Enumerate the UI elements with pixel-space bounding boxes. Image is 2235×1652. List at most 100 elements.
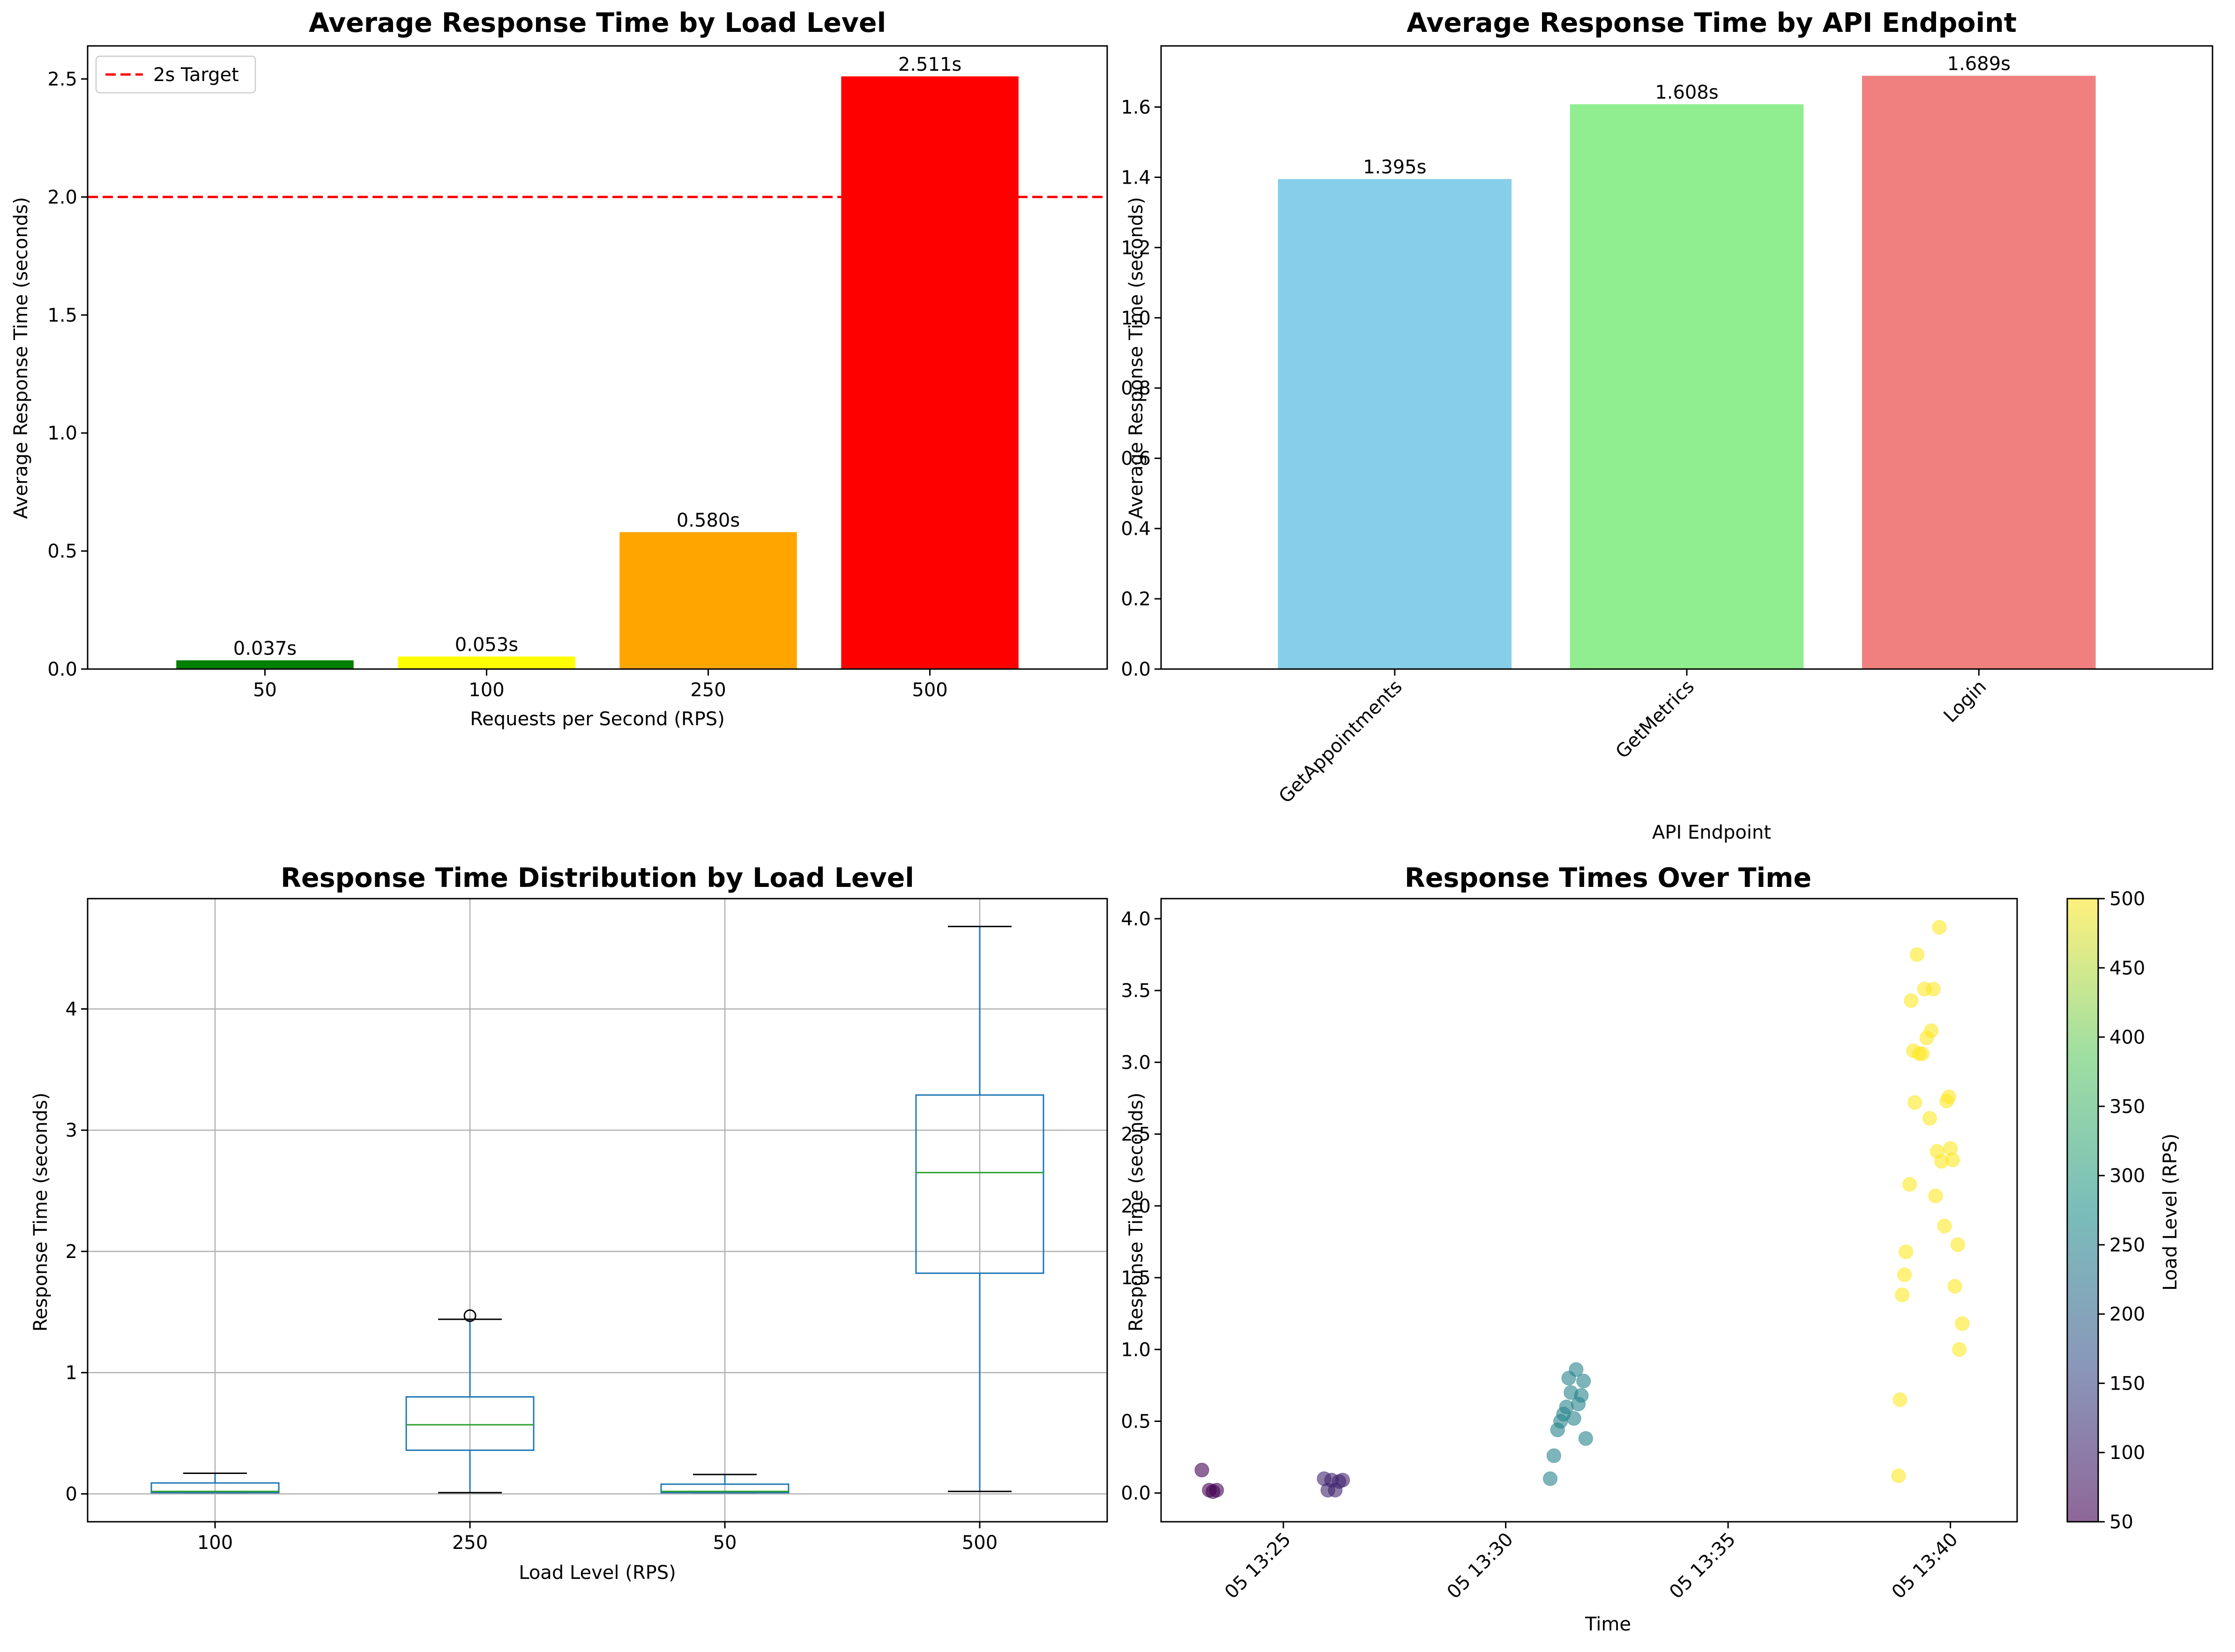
chart2-ytick-label: 0.8 xyxy=(1121,378,1151,399)
colorbar-tick-label: 400 xyxy=(2109,1027,2145,1049)
scatter-point xyxy=(1892,1392,1907,1407)
chart3-ytick-label: 4 xyxy=(66,998,77,1020)
chart3-xtick-label: 50 xyxy=(713,1532,737,1554)
bar-value-label: 1.395s xyxy=(1363,156,1426,178)
chart4-xlabel: Time xyxy=(1585,1614,1631,1635)
chart3-xtick-label: 500 xyxy=(962,1532,998,1554)
colorbar-tick-label: 150 xyxy=(2109,1373,2145,1394)
chart4-ytick-label: 1.5 xyxy=(1121,1267,1151,1289)
chart2-ytick-label: 1.0 xyxy=(1121,307,1151,329)
bar-Login xyxy=(1862,75,2096,669)
chart4-ytick-label: 1.0 xyxy=(1121,1339,1151,1361)
chart3-xtick-label: 250 xyxy=(452,1532,488,1554)
colorbar-tick-label: 300 xyxy=(2109,1165,2145,1187)
chart2-ytick-label: 0.6 xyxy=(1121,448,1151,469)
scatter-point xyxy=(1569,1362,1584,1377)
colorbar-tick-label: 350 xyxy=(2109,1096,2145,1117)
chart4-ytick-label: 0.5 xyxy=(1121,1411,1151,1432)
chart1-ytick-label: 1.0 xyxy=(47,423,77,444)
chart4-ytick-label: 2.5 xyxy=(1121,1124,1151,1146)
bar-value-label: 1.689s xyxy=(1947,53,2011,75)
bar-GetAppointments xyxy=(1278,179,1512,669)
box-50 xyxy=(660,1483,790,1494)
scatter-point xyxy=(1950,1237,1965,1252)
colorbar-tick-label: 50 xyxy=(2109,1511,2133,1533)
chart1-xtick-label: 500 xyxy=(912,679,947,701)
chart1-ytick-label: 0.5 xyxy=(47,541,77,562)
colorbar-tick-label: 100 xyxy=(2109,1442,2145,1464)
box-500 xyxy=(915,1094,1044,1274)
bar-GetMetrics xyxy=(1570,104,1804,669)
scatter-point xyxy=(1955,1316,1970,1331)
chart-endpoint-bars: Average Response Time by API Endpoint AP… xyxy=(1121,7,2213,843)
chart4-ytick-label: 2.0 xyxy=(1121,1196,1151,1217)
chart3-ytick-label: 2 xyxy=(66,1241,77,1263)
chart1-ytick-label: 0.0 xyxy=(47,659,77,680)
chart1-xtick-label: 250 xyxy=(690,679,726,701)
chart3-xlabel: Load Level (RPS) xyxy=(519,1562,676,1584)
chart4-plot-frame xyxy=(1160,898,2018,1523)
bar-value-label: 0.580s xyxy=(677,510,740,531)
chart1-xtick-label: 100 xyxy=(469,679,504,701)
chart4-ytick-label: 3.0 xyxy=(1121,1052,1151,1073)
chart2-ytick-label: 0.4 xyxy=(1121,518,1151,540)
colorbar-tick-label: 250 xyxy=(2109,1235,2145,1256)
scatter-point xyxy=(1904,993,1919,1008)
chart2-ytick-label: 0.2 xyxy=(1121,588,1151,610)
chart1-ytick-label: 2.5 xyxy=(47,69,77,90)
scatter-point xyxy=(1947,1279,1962,1294)
chart1-plot-frame xyxy=(87,45,1108,670)
scatter-point xyxy=(1937,1219,1952,1234)
scatter-point xyxy=(1574,1388,1589,1403)
bar-100 xyxy=(398,656,575,669)
scatter-point xyxy=(1895,1287,1910,1302)
colorbar-tick-label: 500 xyxy=(2109,888,2145,910)
chart1-ylabel: Average Response Time (seconds) xyxy=(10,197,32,519)
scatter-point xyxy=(1924,1023,1939,1038)
colorbar-frame xyxy=(2066,898,2099,1523)
chart3-ytick-label: 3 xyxy=(66,1120,77,1141)
scatter-point xyxy=(1209,1483,1224,1498)
scatter-point xyxy=(1899,1244,1914,1259)
scatter-point xyxy=(1922,1111,1937,1126)
scatter-point xyxy=(1945,1153,1960,1168)
scatter-point xyxy=(1907,1095,1922,1110)
colorbar xyxy=(2067,899,2098,1522)
chart4-ytick-label: 3.5 xyxy=(1121,980,1151,1002)
scatter-point xyxy=(1952,1342,1967,1357)
chart2-ytick-label: 1.4 xyxy=(1121,167,1151,188)
bar-value-label: 1.608s xyxy=(1655,82,1718,103)
scatter-point xyxy=(1566,1411,1581,1426)
box-250 xyxy=(405,1396,535,1451)
chart3-xtick-label: 100 xyxy=(197,1532,233,1554)
colorbar-tick-label: 450 xyxy=(2109,958,2145,979)
scatter-point xyxy=(1928,1188,1943,1203)
scatter-point xyxy=(1542,1471,1557,1486)
scatter-point xyxy=(1915,1046,1930,1061)
chart1-ytick-label: 1.5 xyxy=(47,305,77,326)
chart2-plot-frame xyxy=(1160,45,2213,670)
chart1-ytick-label: 2.0 xyxy=(47,186,77,208)
chart1-title: Average Response Time by Load Level xyxy=(309,7,886,38)
bar-500 xyxy=(841,76,1019,669)
scatter-point xyxy=(1891,1468,1906,1483)
scatter-point xyxy=(1546,1448,1561,1463)
chart2-ytick-label: 0.0 xyxy=(1121,659,1151,680)
scatter-point xyxy=(1897,1267,1912,1282)
scatter-point xyxy=(1932,920,1947,935)
chart2-xlabel: API Endpoint xyxy=(1652,822,1771,843)
scatter-point xyxy=(1194,1463,1209,1478)
bar-value-label: 2.511s xyxy=(898,54,961,75)
bar-value-label: 0.053s xyxy=(455,634,518,655)
chart3-title: Response Time Distribution by Load Level xyxy=(281,863,914,893)
chart1-xlabel: Requests per Second (RPS) xyxy=(470,708,725,730)
scatter-point xyxy=(1926,982,1941,997)
box-100 xyxy=(150,1482,280,1494)
bar-value-label: 0.037s xyxy=(233,638,297,659)
chart4-ytick-label: 0.0 xyxy=(1121,1483,1151,1504)
scatter-point xyxy=(1578,1431,1593,1446)
chart3-ytick-label: 0 xyxy=(66,1483,77,1505)
colorbar-label: Load Level (RPS) xyxy=(2160,1133,2181,1291)
box-outlier-250 xyxy=(463,1309,477,1322)
